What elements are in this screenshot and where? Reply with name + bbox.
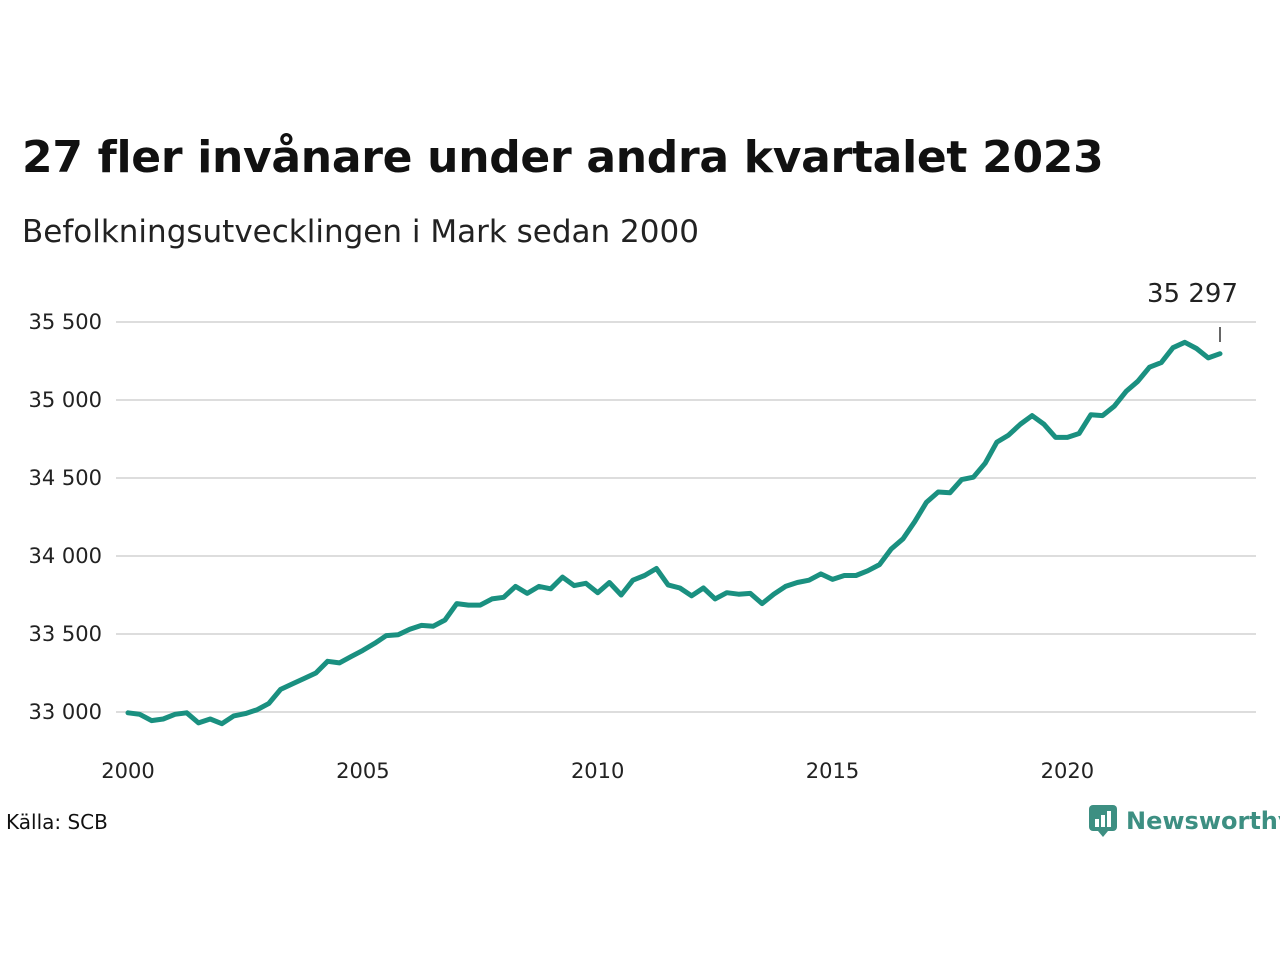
x-tick-label: 2015 — [806, 759, 859, 783]
source-note: Källa: SCB — [6, 810, 108, 834]
y-tick-label: 33 000 — [29, 700, 102, 724]
y-tick-label: 35 000 — [29, 388, 102, 412]
line-chart: 33 000 33 500 34 000 34 500 35 000 35 500 2000… — [29, 279, 1256, 783]
chart-subtitle: Befolkningsutvecklingen i Mark sedan 200… — [22, 214, 699, 250]
end-value-label: 35 297 — [1147, 279, 1238, 309]
series-line — [125, 339, 1223, 727]
x-tick-label: 2005 — [336, 759, 389, 783]
y-tick-label: 34 500 — [29, 466, 102, 490]
brand-name: Newsworthy — [1126, 807, 1280, 835]
chart-title: 27 fler invånare under andra kvartalet 2… — [22, 132, 1104, 183]
y-tick-label: 35 500 — [29, 310, 102, 334]
newsworthy-logo-icon — [1089, 805, 1117, 837]
x-tick-label: 2000 — [101, 759, 154, 783]
y-tick-label: 34 000 — [29, 544, 102, 568]
x-tick-label: 2010 — [571, 759, 624, 783]
x-tick-label: 2020 — [1041, 759, 1094, 783]
y-tick-label: 33 500 — [29, 622, 102, 646]
brand-logo: Newsworthy — [1088, 804, 1280, 838]
